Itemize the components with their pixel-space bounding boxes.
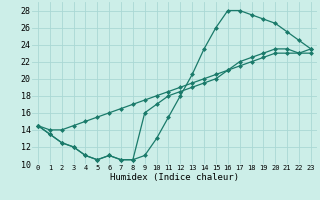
X-axis label: Humidex (Indice chaleur): Humidex (Indice chaleur) [110, 173, 239, 182]
